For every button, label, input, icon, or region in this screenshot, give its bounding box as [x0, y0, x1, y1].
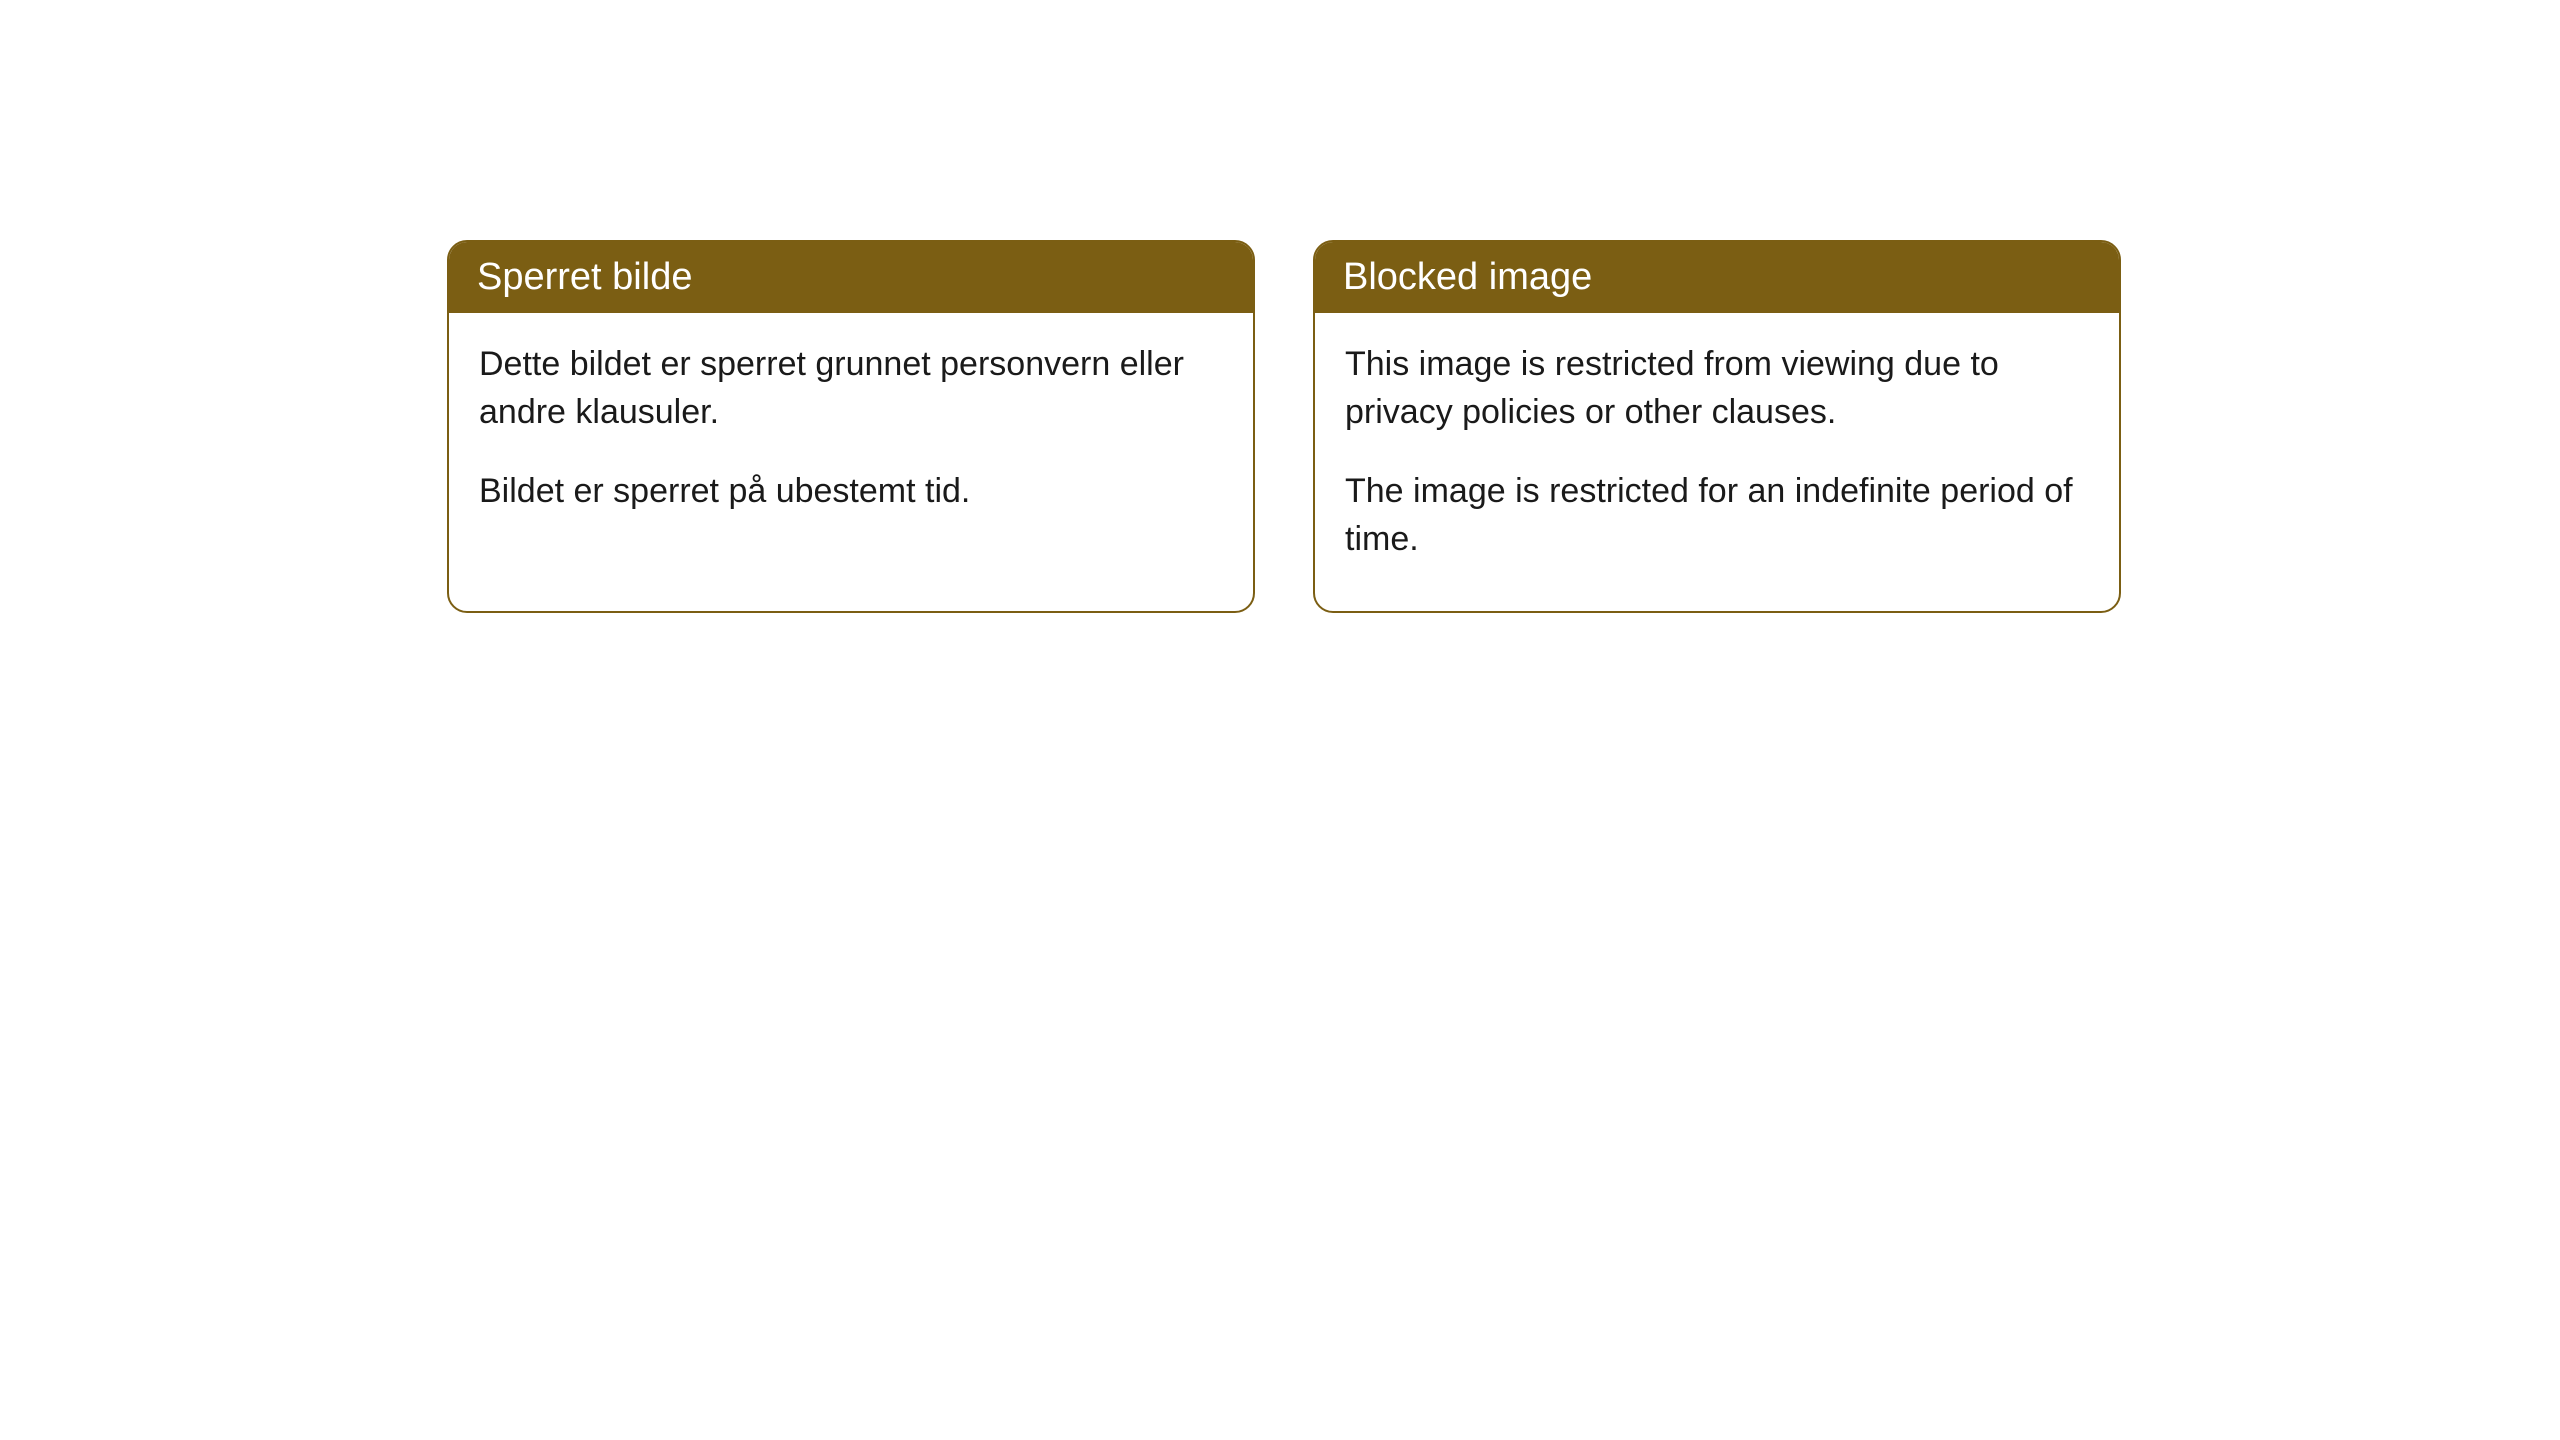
- blocked-image-card-norwegian: Sperret bilde Dette bildet er sperret gr…: [447, 240, 1255, 613]
- card-title: Sperret bilde: [477, 256, 692, 298]
- card-paragraph-2: Bildet er sperret på ubestemt tid.: [479, 468, 1223, 516]
- card-paragraph-2: The image is restricted for an indefinit…: [1345, 468, 2089, 563]
- card-body-english: This image is restricted from viewing du…: [1315, 313, 2119, 611]
- card-body-norwegian: Dette bildet er sperret grunnet personve…: [449, 313, 1253, 564]
- card-title: Blocked image: [1343, 256, 1592, 298]
- card-header-norwegian: Sperret bilde: [449, 242, 1253, 313]
- blocked-image-card-english: Blocked image This image is restricted f…: [1313, 240, 2121, 613]
- notice-cards-container: Sperret bilde Dette bildet er sperret gr…: [447, 240, 2121, 613]
- card-header-english: Blocked image: [1315, 242, 2119, 313]
- card-paragraph-1: This image is restricted from viewing du…: [1345, 341, 2089, 436]
- card-paragraph-1: Dette bildet er sperret grunnet personve…: [479, 341, 1223, 436]
